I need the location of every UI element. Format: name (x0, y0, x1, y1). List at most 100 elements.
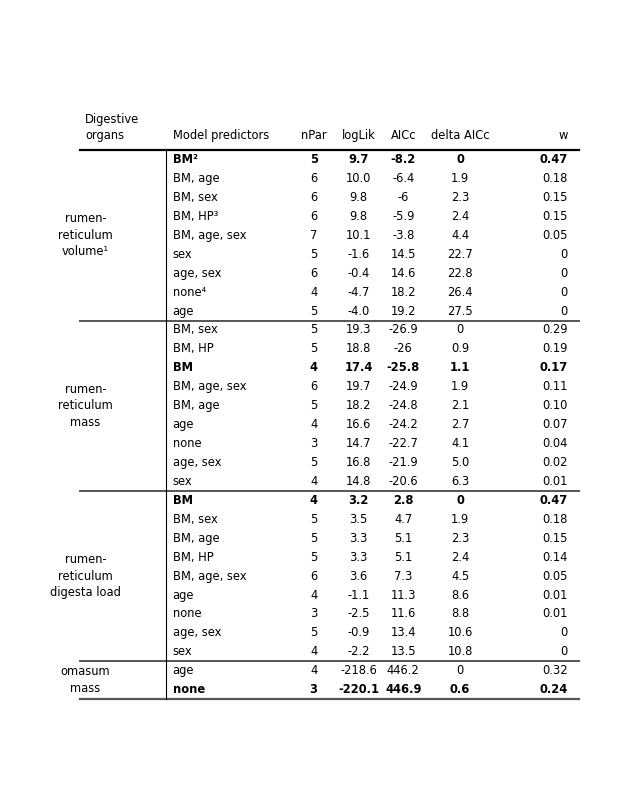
Text: -22.7: -22.7 (388, 437, 418, 450)
Text: w: w (558, 128, 568, 142)
Text: 17.4: 17.4 (344, 361, 373, 374)
Text: age: age (172, 589, 194, 602)
Text: 6: 6 (310, 172, 317, 185)
Text: 3: 3 (309, 683, 318, 696)
Text: nPar: nPar (301, 128, 327, 142)
Text: BM, sex: BM, sex (172, 513, 217, 526)
Text: -24.2: -24.2 (388, 418, 418, 431)
Text: BM, HP: BM, HP (172, 551, 213, 563)
Text: 4: 4 (309, 361, 318, 374)
Text: -5.9: -5.9 (392, 210, 415, 223)
Text: 5: 5 (310, 342, 317, 355)
Text: 4: 4 (310, 286, 317, 298)
Text: 0.32: 0.32 (542, 664, 568, 678)
Text: -220.1: -220.1 (338, 683, 379, 696)
Text: 0.05: 0.05 (542, 229, 568, 242)
Text: sex: sex (172, 247, 192, 261)
Text: 0.01: 0.01 (542, 589, 568, 602)
Text: 14.6: 14.6 (390, 267, 416, 279)
Text: 5.1: 5.1 (394, 531, 412, 545)
Text: BM, age: BM, age (172, 531, 219, 545)
Text: 7: 7 (310, 229, 317, 242)
Text: 0.18: 0.18 (542, 172, 568, 185)
Text: 6: 6 (310, 570, 317, 583)
Text: BM, HP: BM, HP (172, 342, 213, 355)
Text: -25.8: -25.8 (386, 361, 420, 374)
Text: 0.47: 0.47 (539, 494, 568, 507)
Text: 18.8: 18.8 (346, 342, 371, 355)
Text: 4.1: 4.1 (451, 437, 469, 450)
Text: 3: 3 (310, 437, 317, 450)
Text: -6: -6 (397, 191, 409, 204)
Text: omasum
mass: omasum mass (60, 666, 110, 695)
Text: 5: 5 (310, 551, 317, 563)
Text: -4.0: -4.0 (347, 305, 370, 318)
Text: 5.1: 5.1 (394, 551, 412, 563)
Text: 18.2: 18.2 (390, 286, 416, 298)
Text: age, sex: age, sex (172, 267, 221, 279)
Text: age: age (172, 664, 194, 678)
Text: 9.8: 9.8 (349, 191, 368, 204)
Text: -26: -26 (394, 342, 413, 355)
Text: 2.4: 2.4 (451, 551, 469, 563)
Text: 4.7: 4.7 (394, 513, 412, 526)
Text: none⁴: none⁴ (172, 286, 206, 298)
Text: 0.14: 0.14 (542, 551, 568, 563)
Text: 11.6: 11.6 (390, 607, 416, 621)
Text: Digestive
organs: Digestive organs (86, 113, 140, 143)
Text: -218.6: -218.6 (340, 664, 377, 678)
Text: 0.05: 0.05 (542, 570, 568, 583)
Text: 18.2: 18.2 (346, 399, 371, 413)
Text: 9.8: 9.8 (349, 210, 368, 223)
Text: rumen-
reticulum
digesta load: rumen- reticulum digesta load (50, 553, 121, 599)
Text: 6: 6 (310, 381, 317, 393)
Text: 2.7: 2.7 (451, 418, 469, 431)
Text: -24.9: -24.9 (388, 381, 418, 393)
Text: age: age (172, 418, 194, 431)
Text: 0.15: 0.15 (542, 191, 568, 204)
Text: BM, age: BM, age (172, 399, 219, 413)
Text: 16.8: 16.8 (346, 456, 371, 469)
Text: 0: 0 (561, 286, 568, 298)
Text: -20.6: -20.6 (388, 475, 418, 488)
Text: 0.01: 0.01 (542, 607, 568, 621)
Text: sex: sex (172, 475, 192, 488)
Text: 3.3: 3.3 (349, 551, 368, 563)
Text: 5: 5 (310, 399, 317, 413)
Text: age: age (172, 305, 194, 318)
Text: 5: 5 (310, 626, 317, 639)
Text: 3.6: 3.6 (349, 570, 368, 583)
Text: 0.6: 0.6 (450, 683, 470, 696)
Text: none: none (172, 437, 201, 450)
Text: -2.2: -2.2 (347, 646, 370, 658)
Text: 0.01: 0.01 (542, 475, 568, 488)
Text: 5: 5 (310, 531, 317, 545)
Text: 5: 5 (310, 305, 317, 318)
Text: 1.9: 1.9 (451, 513, 469, 526)
Text: 16.6: 16.6 (346, 418, 371, 431)
Text: none: none (172, 607, 201, 621)
Text: 0.15: 0.15 (542, 531, 568, 545)
Text: 0.9: 0.9 (451, 342, 469, 355)
Text: logLik: logLik (341, 128, 376, 142)
Text: 3.5: 3.5 (349, 513, 368, 526)
Text: BM, age, sex: BM, age, sex (172, 229, 246, 242)
Text: -1.6: -1.6 (347, 247, 370, 261)
Text: 9.7: 9.7 (349, 153, 368, 166)
Text: -8.2: -8.2 (391, 153, 416, 166)
Text: 2.3: 2.3 (451, 191, 469, 204)
Text: 14.8: 14.8 (346, 475, 371, 488)
Text: AICc: AICc (390, 128, 416, 142)
Text: 0: 0 (456, 153, 464, 166)
Text: 4: 4 (310, 418, 317, 431)
Text: 14.7: 14.7 (346, 437, 371, 450)
Text: BM, age, sex: BM, age, sex (172, 381, 246, 393)
Text: 0: 0 (561, 267, 568, 279)
Text: none: none (172, 683, 204, 696)
Text: Model predictors: Model predictors (172, 128, 269, 142)
Text: 22.8: 22.8 (448, 267, 473, 279)
Text: 13.5: 13.5 (390, 646, 416, 658)
Text: 22.7: 22.7 (448, 247, 473, 261)
Text: delta AICc: delta AICc (431, 128, 489, 142)
Text: 19.7: 19.7 (346, 381, 371, 393)
